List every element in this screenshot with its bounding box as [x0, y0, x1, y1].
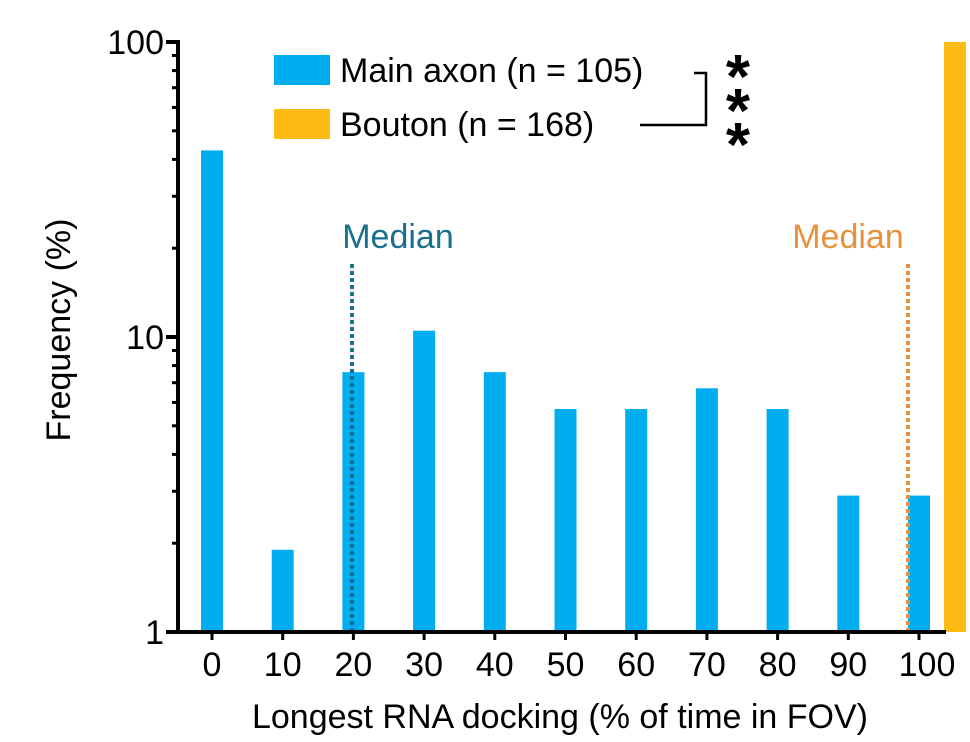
bar-main-axon-30 [413, 330, 436, 632]
legend-swatch-bouton [274, 109, 330, 139]
x-tick-label: 50 [547, 646, 585, 684]
y-axis-title: Frequency (%) [40, 219, 78, 442]
x-ticks: 0 10 20 30 40 50 60 70 80 90 100 [203, 632, 956, 684]
x-tick-label: 30 [405, 646, 443, 684]
bar-main-axon-0 [201, 150, 223, 632]
y-tick-label: 100 [107, 24, 164, 62]
significance-star: * [726, 43, 751, 112]
bar-main-axon-40 [483, 372, 506, 632]
bar-bouton-100 [944, 42, 966, 632]
bar-main-axon-50 [554, 409, 577, 632]
bar-main-axon-80 [766, 409, 789, 632]
median-label-1: Median [792, 218, 904, 256]
x-tick-label: 100 [899, 646, 956, 684]
bar-main-axon-90 [837, 495, 860, 632]
bar-main-axon-10 [271, 549, 294, 632]
legend-swatch-main-axon [274, 55, 330, 85]
x-tick-label: 70 [688, 646, 726, 684]
median-lines-layer: Median Median [342, 218, 910, 630]
x-tick-label: 40 [476, 646, 514, 684]
legend: Main axon (n = 105) Bouton (n = 168) *** [274, 43, 751, 180]
y-tick-label: 10 [126, 319, 164, 357]
x-tick-label: 80 [759, 646, 797, 684]
x-tick-label: 90 [829, 646, 867, 684]
bar-main-axon-70 [695, 388, 718, 632]
significance-star: * [726, 77, 751, 146]
y-tick-label: 1 [145, 614, 164, 652]
bar-main-axon-100 [908, 495, 930, 632]
x-tick-label: 10 [264, 646, 302, 684]
significance-stars: *** [726, 43, 751, 180]
significance-bracket [640, 71, 708, 127]
median-label-0: Median [342, 218, 454, 256]
x-tick-label: 20 [334, 646, 372, 684]
legend-label-bouton: Bouton (n = 168) [340, 106, 594, 144]
legend-label-main-axon: Main axon (n = 105) [340, 52, 643, 90]
bars-layer [201, 42, 966, 632]
x-tick-label: 60 [617, 646, 655, 684]
y-ticks: 1 10 100 [107, 24, 178, 652]
bar-main-axon-60 [625, 409, 648, 632]
x-tick-label: 0 [203, 646, 222, 684]
significance-star: * [726, 111, 751, 180]
x-axis-title: Longest RNA docking (% of time in FOV) [252, 698, 868, 736]
